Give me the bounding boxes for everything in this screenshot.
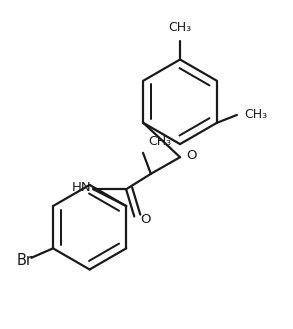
Text: CH₃: CH₃ bbox=[168, 21, 192, 34]
Text: O: O bbox=[141, 213, 151, 226]
Text: HN: HN bbox=[71, 181, 91, 194]
Text: CH₃: CH₃ bbox=[244, 109, 267, 121]
Text: CH₃: CH₃ bbox=[148, 136, 171, 148]
Text: Br: Br bbox=[17, 253, 33, 268]
Text: O: O bbox=[186, 149, 197, 162]
